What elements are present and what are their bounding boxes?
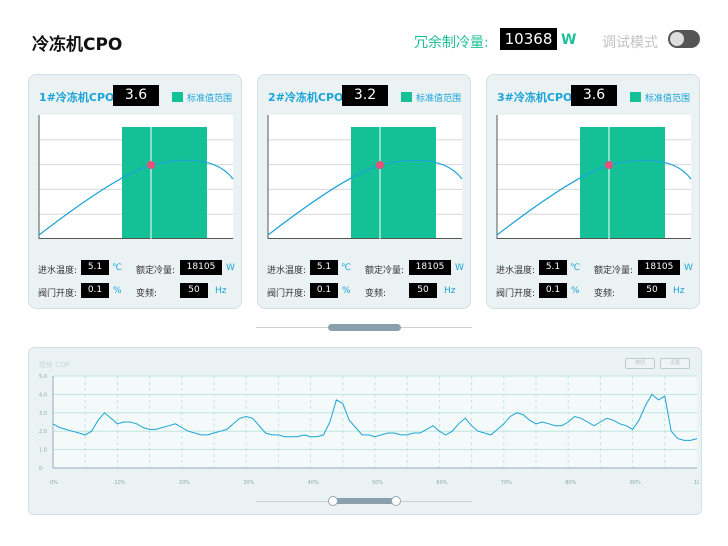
trend-y-tick: 4.0 <box>39 392 47 398</box>
frequency-value: 50 <box>638 283 666 298</box>
cop-curve-chart <box>38 115 234 239</box>
trend-x-tick: 90% <box>630 480 641 486</box>
trend-x-tick: 0% <box>50 480 58 486</box>
trend-x-tick: 10% <box>114 480 125 486</box>
card-scroll-thumb[interactable] <box>328 324 401 331</box>
frequency-value: 50 <box>409 283 437 298</box>
trend-x-tick: 70% <box>501 480 512 486</box>
valve-open-unit: % <box>571 286 580 296</box>
chiller-title: 3#冷冻机CPO <box>497 91 573 104</box>
rated-cooling-unit: W <box>684 263 693 273</box>
debug-mode-label: 调试模式 <box>602 35 658 51</box>
frequency-unit: Hz <box>215 286 227 296</box>
frequency-value: 50 <box>180 283 208 298</box>
trend-x-tick: 100% <box>694 480 699 486</box>
rated-cooling-label: 额定冷量: <box>136 266 176 276</box>
rated-cooling-value: 18105 <box>180 260 222 275</box>
current-point-marker <box>147 161 155 169</box>
valve-open-label: 阀门开度: <box>38 289 78 299</box>
chiller-title: 2#冷冻机CPO <box>268 91 344 104</box>
trend-plot-area <box>53 376 697 468</box>
range-slider-start-handle[interactable] <box>328 496 338 506</box>
inlet-temp-value: 5.1 <box>310 260 338 275</box>
cop-curve-chart <box>267 115 463 239</box>
frequency-label: 变频: <box>136 289 158 299</box>
range-slider-end-handle[interactable] <box>391 496 401 506</box>
trend-button-settings[interactable]: 设置 <box>660 358 690 369</box>
valve-open-unit: % <box>342 286 351 296</box>
standard-range-band <box>351 127 436 239</box>
cop-trend-chart: 0 1.0 2.0 3.0 4.0 5.0 0% 10% 20% 30% 40% 50% 60% 70% 8… <box>39 374 699 486</box>
inlet-temp-label: 进水温度: <box>496 266 536 276</box>
legend-swatch <box>172 92 183 102</box>
toggle-knob <box>670 32 684 46</box>
trend-x-tick: 50% <box>372 480 383 486</box>
legend-swatch <box>401 92 412 102</box>
cop-value: 3.2 <box>342 85 388 106</box>
current-point-marker <box>376 161 384 169</box>
rated-cooling-unit: W <box>226 263 235 273</box>
rated-cooling-value: 18105 <box>638 260 680 275</box>
trend-x-tick: 80% <box>565 480 576 486</box>
debug-mode-toggle[interactable] <box>668 30 700 48</box>
page-title: 冷冻机CPO <box>32 35 123 55</box>
redundant-cooling-unit: W <box>561 32 577 48</box>
header: 冷冻机CPO 冗余制冷量: 10368 W 调试模式 <box>0 0 728 78</box>
trend-y-tick: 1.0 <box>39 448 47 454</box>
redundant-cooling-label: 冗余制冷量: <box>414 35 489 51</box>
frequency-unit: Hz <box>673 286 685 296</box>
trend-x-tick: 30% <box>243 480 254 486</box>
inlet-temp-value: 5.1 <box>81 260 109 275</box>
valve-open-unit: % <box>113 286 122 296</box>
frequency-unit: Hz <box>444 286 456 296</box>
valve-open-value: 0.1 <box>539 283 567 298</box>
inlet-temp-label: 进水温度: <box>38 266 78 276</box>
legend-label: 标准值范围 <box>187 94 233 104</box>
trend-x-tick: 20% <box>179 480 190 486</box>
trend-y-tick: 2.0 <box>39 429 47 435</box>
cop-trend-line <box>52 393 698 441</box>
valve-open-value: 0.1 <box>81 283 109 298</box>
inlet-temp-unit: ℃ <box>570 263 581 273</box>
chiller-card-3: 3#冷冻机CPO 3.6 标准值范围进水温度: 5.1 ℃ 额定冷量: 18105 W 阀门开度… <box>486 74 700 309</box>
valve-open-value: 0.1 <box>310 283 338 298</box>
cop-value: 3.6 <box>571 85 617 106</box>
frequency-label: 变频: <box>594 289 616 299</box>
cop-trend-panel: 趋势 COP 按钮 设置 0 1.0 2.0 3.0 4.0 5.0 0% 10% 20% 30%… <box>28 347 702 515</box>
trend-x-tick: 60% <box>436 480 447 486</box>
trend-button-a[interactable]: 按钮 <box>625 358 655 369</box>
rated-cooling-value: 18105 <box>409 260 451 275</box>
inlet-temp-unit: ℃ <box>341 263 352 273</box>
cop-value: 3.6 <box>113 85 159 106</box>
current-point-marker <box>605 161 613 169</box>
rated-cooling-label: 额定冷量: <box>365 266 405 276</box>
trend-x-tick: 40% <box>308 480 319 486</box>
chiller-card-1: 1#冷冻机CPO 3.6 标准值范围进水温度: 5.1 ℃ 额定冷量: 18105 W 阀门开度… <box>28 74 242 309</box>
redundant-cooling-value: 10368 <box>500 28 557 50</box>
range-slider-fill[interactable] <box>333 498 397 504</box>
frequency-label: 变频: <box>365 289 387 299</box>
cop-curve-chart <box>496 115 692 239</box>
valve-open-label: 阀门开度: <box>496 289 536 299</box>
inlet-temp-value: 5.1 <box>539 260 567 275</box>
standard-range-band <box>122 127 207 239</box>
rated-cooling-label: 额定冷量: <box>594 266 634 276</box>
legend-swatch <box>630 92 641 102</box>
chiller-card-2: 2#冷冻机CPO 3.2 标准值范围进水温度: 5.1 ℃ 额定冷量: 18105 W 阀门开度… <box>257 74 471 309</box>
inlet-temp-unit: ℃ <box>112 263 123 273</box>
valve-open-label: 阀门开度: <box>267 289 307 299</box>
legend-label: 标准值范围 <box>416 94 462 104</box>
legend-label: 标准值范围 <box>645 94 691 104</box>
trend-y-tick: 3.0 <box>39 411 47 417</box>
trend-y-tick: 5.0 <box>39 374 47 380</box>
standard-range-band <box>580 127 665 239</box>
rated-cooling-unit: W <box>455 263 464 273</box>
trend-panel-title: 趋势 COP <box>39 361 70 369</box>
chiller-title: 1#冷冻机CPO <box>39 91 115 104</box>
inlet-temp-label: 进水温度: <box>267 266 307 276</box>
trend-y-tick: 0 <box>39 466 42 472</box>
